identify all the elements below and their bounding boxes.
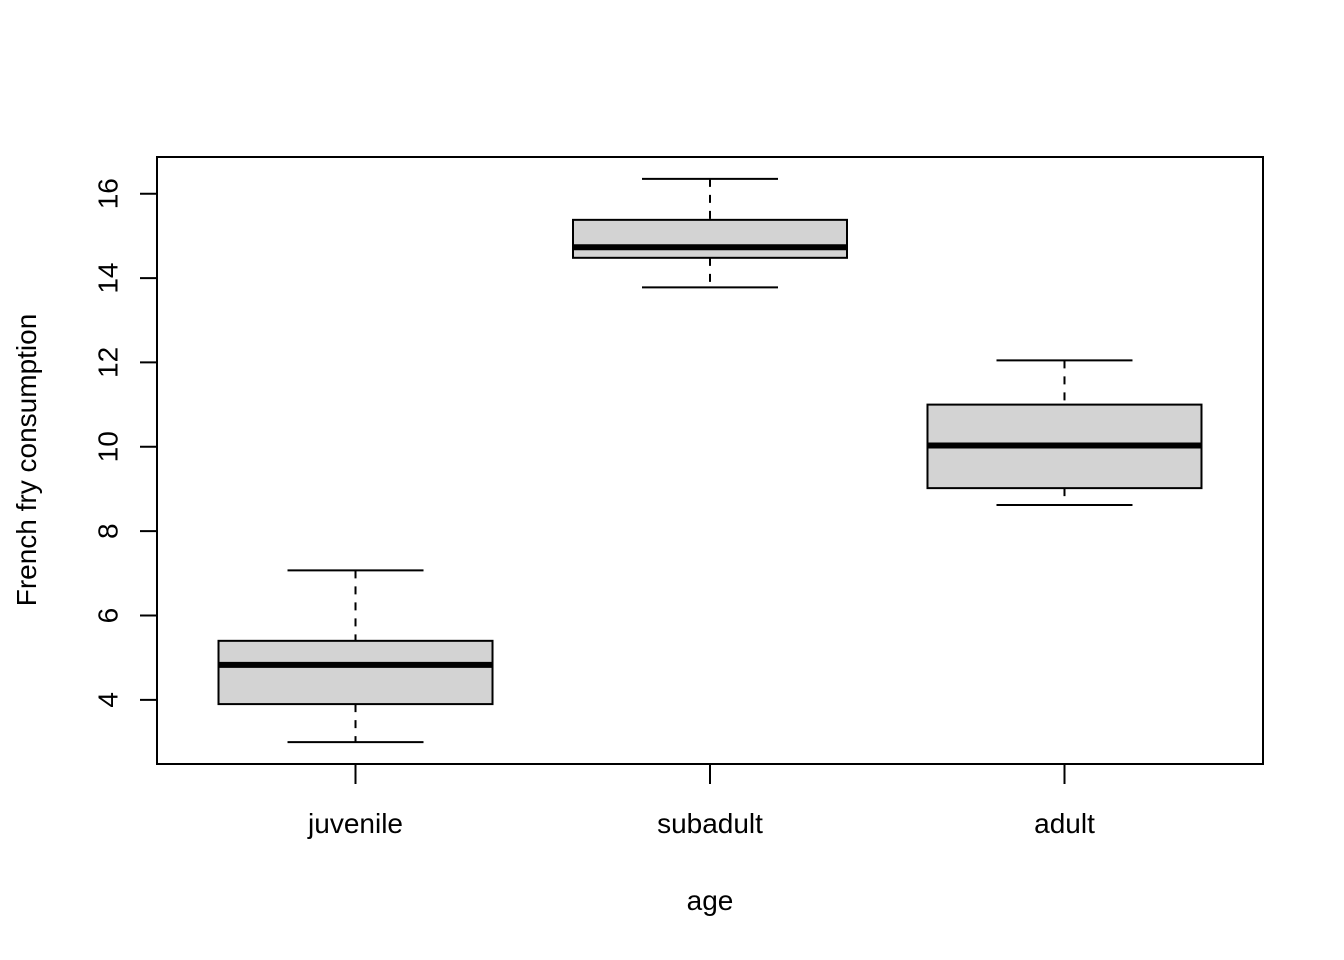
y-axis-label: French fry consumption [11, 314, 42, 607]
y-tick-label: 16 [92, 178, 123, 209]
y-tick-label: 14 [92, 262, 123, 293]
x-axis-label: age [687, 885, 734, 916]
y-tick-label: 8 [92, 523, 123, 539]
box-adult [926, 359, 1203, 507]
y-tick-label: 4 [92, 692, 123, 708]
iqr-box [572, 218, 848, 259]
x-tick-label: subadult [657, 808, 763, 839]
y-tick-label: 12 [92, 347, 123, 378]
iqr-box [217, 639, 494, 706]
boxes [217, 177, 1203, 744]
x-tick-label: juvenile [307, 808, 403, 839]
y-axis: 4 6 8 10 12 14 16 [92, 178, 157, 708]
x-axis: juvenile subadult adult [307, 764, 1095, 839]
y-tick-label: 10 [92, 431, 123, 462]
x-tick-label: adult [1034, 808, 1095, 839]
y-tick-label: 6 [92, 608, 123, 624]
box-juvenile [217, 569, 494, 744]
box-subadult [572, 177, 848, 289]
